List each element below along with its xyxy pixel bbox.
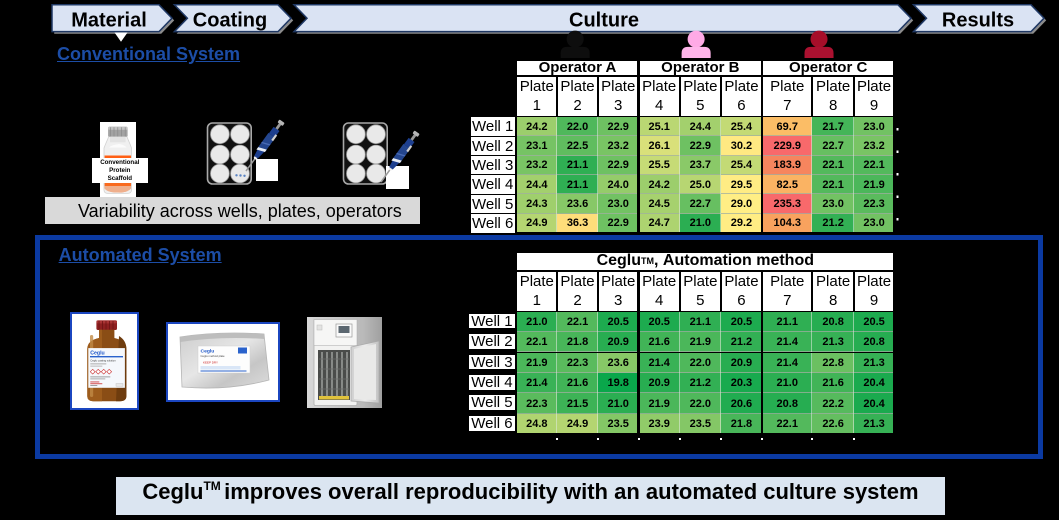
svg-text:Ceglu: Ceglu bbox=[201, 348, 215, 354]
svg-text:Material: Material bbox=[71, 9, 147, 31]
svg-text:Ceglu coating solution: Ceglu coating solution bbox=[90, 358, 116, 362]
svg-text:Results: Results bbox=[942, 9, 1014, 31]
svg-text:KEEP DRY: KEEP DRY bbox=[203, 360, 218, 364]
svg-text:Culture: Culture bbox=[569, 9, 639, 31]
svg-text:Ceglu: Ceglu bbox=[90, 350, 104, 356]
svg-text:Coating: Coating bbox=[193, 9, 267, 31]
svg-text:Ceglu method plate: Ceglu method plate bbox=[201, 354, 226, 358]
